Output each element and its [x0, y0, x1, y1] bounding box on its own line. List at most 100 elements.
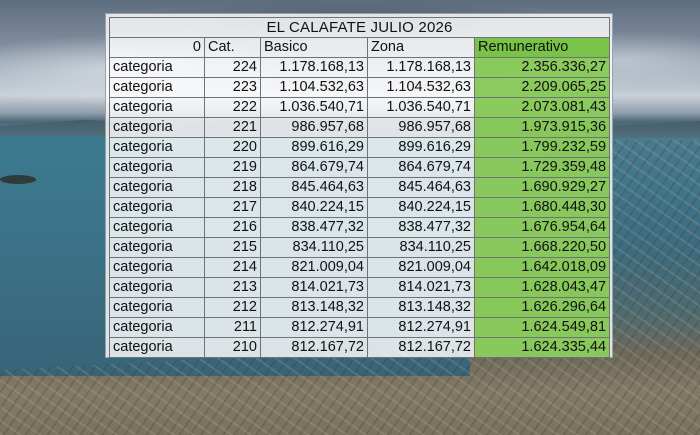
cell-zona: 1.178.168,13 — [367, 57, 475, 78]
cell-categoria: categoria — [109, 257, 205, 278]
table-title: EL CALAFATE JULIO 2026 — [108, 17, 611, 38]
table-row: categoria 216 838.477,32 838.477,32 1.676.95… — [109, 217, 611, 238]
cell-categoria: categoria — [109, 197, 205, 218]
cell-zona: 840.224,15 — [367, 197, 475, 218]
cell-categoria: categoria — [109, 237, 205, 258]
cell-cat: 220 — [204, 137, 261, 158]
header-zona: Zona — [367, 37, 475, 58]
table-title-row: EL CALAFATE JULIO 2026 — [108, 17, 611, 38]
cell-zona: 821.009,04 — [367, 257, 475, 278]
salary-table-panel: EL CALAFATE JULIO 2026 0 Cat. Basico Zon… — [105, 13, 613, 358]
cell-categoria: categoria — [109, 217, 205, 238]
table-row: categoria 217 840.224,15 840.224,15 1.680.44… — [109, 197, 611, 218]
table-row: categoria 215 834.110,25 834.110,25 1.668.22… — [109, 237, 611, 258]
cell-cat: 224 — [204, 57, 261, 78]
cell-categoria: categoria — [109, 157, 205, 178]
cell-basico: 1.104.532,63 — [260, 77, 368, 98]
cell-zona: 838.477,32 — [367, 217, 475, 238]
header-cat: Cat. — [204, 37, 261, 58]
cell-categoria: categoria — [109, 317, 205, 338]
cell-zona: 813.148,32 — [367, 297, 475, 318]
cell-categoria: categoria — [109, 57, 205, 78]
cell-zona: 834.110,25 — [367, 237, 475, 258]
cell-zona: 986.957,68 — [367, 117, 475, 138]
cell-remunerativo: 1.624.549,81 — [473, 317, 611, 338]
lake-island — [0, 175, 36, 184]
cell-cat: 210 — [204, 337, 261, 358]
cell-basico: 986.957,68 — [260, 117, 368, 138]
cell-remunerativo: 1.973.915,36 — [473, 117, 611, 138]
cell-categoria: categoria — [109, 117, 205, 138]
cell-categoria: categoria — [109, 277, 205, 298]
cell-basico: 814.021,73 — [260, 277, 368, 298]
cell-cat: 214 — [204, 257, 261, 278]
cell-basico: 812.274,91 — [260, 317, 368, 338]
cell-basico: 1.178.168,13 — [260, 57, 368, 78]
cell-cat: 211 — [204, 317, 261, 338]
cell-cat: 223 — [204, 77, 261, 98]
cell-zona: 1.036.540,71 — [367, 97, 475, 118]
salary-table: EL CALAFATE JULIO 2026 0 Cat. Basico Zon… — [108, 17, 611, 358]
cell-zona: 812.167,72 — [367, 337, 475, 358]
cell-basico: 813.148,32 — [260, 297, 368, 318]
cell-zona: 845.464,63 — [367, 177, 475, 198]
cell-remunerativo: 1.642.018,09 — [473, 257, 611, 278]
cell-basico: 845.464,63 — [260, 177, 368, 198]
cell-remunerativo: 1.729.359,48 — [473, 157, 611, 178]
cell-zona: 864.679,74 — [367, 157, 475, 178]
cell-remunerativo: 1.680.448,30 — [473, 197, 611, 218]
cell-basico: 840.224,15 — [260, 197, 368, 218]
table-row: categoria 224 1.178.168,13 1.178.168,13 2.35… — [109, 57, 611, 78]
table-row: categoria 220 899.616,29 899.616,29 1.799.23… — [109, 137, 611, 158]
cell-categoria: categoria — [109, 97, 205, 118]
cell-remunerativo: 1.626.296,64 — [473, 297, 611, 318]
header-basico: Basico — [260, 37, 368, 58]
cell-basico: 899.616,29 — [260, 137, 368, 158]
cell-categoria: categoria — [109, 177, 205, 198]
cell-remunerativo: 2.209.065,25 — [473, 77, 611, 98]
header-index: 0 — [109, 37, 205, 58]
cell-remunerativo: 2.356.336,27 — [473, 57, 611, 78]
table-row: categoria 211 812.274,91 812.274,91 1.624.54… — [109, 317, 611, 338]
cell-categoria: categoria — [109, 337, 205, 358]
cell-remunerativo: 1.676.954,64 — [473, 217, 611, 238]
cell-cat: 218 — [204, 177, 261, 198]
cell-zona: 899.616,29 — [367, 137, 475, 158]
cell-cat: 213 — [204, 277, 261, 298]
cell-basico: 812.167,72 — [260, 337, 368, 358]
cell-cat: 221 — [204, 117, 261, 138]
table-row: categoria 210 812.167,72 812.167,72 1.624.33… — [109, 337, 611, 358]
cell-remunerativo: 1.624.335,44 — [473, 337, 611, 358]
table-row: categoria 221 986.957,68 986.957,68 1.973.91… — [109, 117, 611, 138]
cell-basico: 834.110,25 — [260, 237, 368, 258]
cell-cat: 212 — [204, 297, 261, 318]
cell-zona: 814.021,73 — [367, 277, 475, 298]
table-row: categoria 213 814.021,73 814.021,73 1.628.04… — [109, 277, 611, 298]
table-header-row: 0 Cat. Basico Zona Remunerativo — [109, 37, 611, 58]
cell-cat: 216 — [204, 217, 261, 238]
cell-basico: 1.036.540,71 — [260, 97, 368, 118]
cell-zona: 1.104.532,63 — [367, 77, 475, 98]
table-row: categoria 223 1.104.532,63 1.104.532,63 2.20… — [109, 77, 611, 98]
cell-categoria: categoria — [109, 77, 205, 98]
cell-cat: 217 — [204, 197, 261, 218]
table-row: categoria 212 813.148,32 813.148,32 1.626.29… — [109, 297, 611, 318]
cell-categoria: categoria — [109, 137, 205, 158]
table-row: categoria 214 821.009,04 821.009,04 1.642.01… — [109, 257, 611, 278]
cell-remunerativo: 2.073.081,43 — [473, 97, 611, 118]
cell-cat: 222 — [204, 97, 261, 118]
cell-remunerativo: 1.668.220,50 — [473, 237, 611, 258]
header-remunerativo: Remunerativo — [473, 37, 611, 58]
cell-zona: 812.274,91 — [367, 317, 475, 338]
cell-categoria: categoria — [109, 297, 205, 318]
cell-remunerativo: 1.799.232,59 — [473, 137, 611, 158]
cell-remunerativo: 1.628.043,47 — [473, 277, 611, 298]
cell-cat: 219 — [204, 157, 261, 178]
cell-basico: 821.009,04 — [260, 257, 368, 278]
cell-remunerativo: 1.690.929,27 — [473, 177, 611, 198]
table-row: categoria 218 845.464,63 845.464,63 1.690.92… — [109, 177, 611, 198]
cell-cat: 215 — [204, 237, 261, 258]
cell-basico: 838.477,32 — [260, 217, 368, 238]
table-row: categoria 222 1.036.540,71 1.036.540,71 2.07… — [109, 97, 611, 118]
table-row: categoria 219 864.679,74 864.679,74 1.729.35… — [109, 157, 611, 178]
